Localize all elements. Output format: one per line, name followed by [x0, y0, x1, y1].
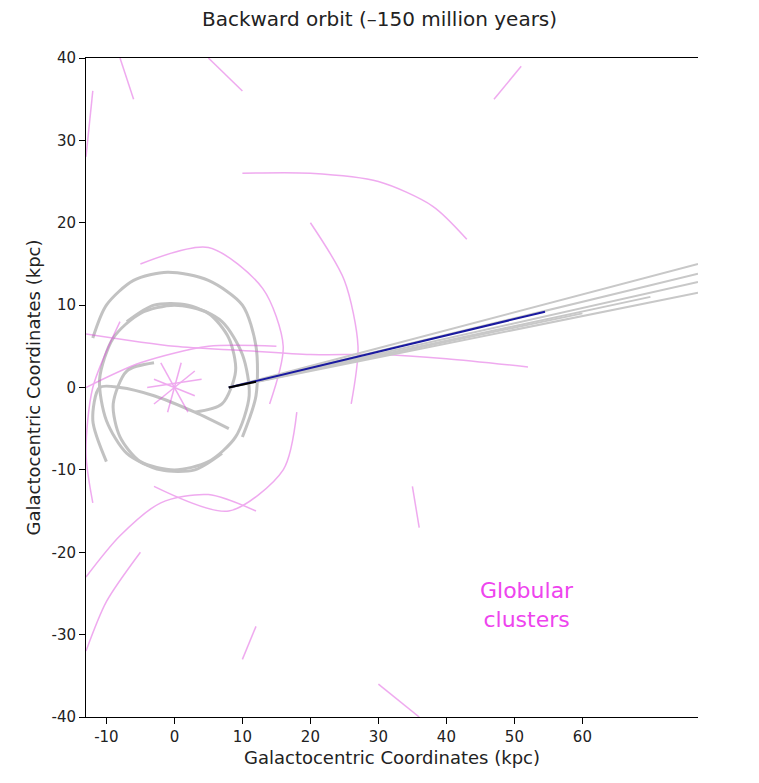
svg-text:Galactocentric Coordinates (kp: Galactocentric Coordinates (kpc): [244, 747, 540, 768]
svg-text:Globularclusters: Globularclusters: [480, 578, 574, 632]
svg-text:20: 20: [301, 728, 320, 746]
svg-text:Galactocentric Coordinates (kp: Galactocentric Coordinates (kpc): [23, 240, 44, 536]
svg-text:40: 40: [57, 49, 76, 67]
svg-text:60: 60: [573, 728, 592, 746]
svg-text:-20: -20: [52, 544, 77, 562]
svg-text:-10: -10: [94, 728, 119, 746]
svg-text:20: 20: [57, 214, 76, 232]
svg-text:0: 0: [170, 728, 180, 746]
svg-text:40: 40: [437, 728, 456, 746]
svg-text:-10: -10: [52, 461, 77, 479]
svg-text:0: 0: [66, 379, 76, 397]
svg-text:Backward orbit (–150 million y: Backward orbit (–150 million years): [202, 7, 557, 31]
svg-text:10: 10: [233, 728, 252, 746]
svg-text:-40: -40: [52, 708, 77, 726]
svg-text:-30: -30: [52, 626, 77, 644]
svg-text:30: 30: [369, 728, 388, 746]
svg-text:30: 30: [57, 132, 76, 150]
svg-text:50: 50: [505, 728, 524, 746]
svg-text:10: 10: [57, 296, 76, 314]
